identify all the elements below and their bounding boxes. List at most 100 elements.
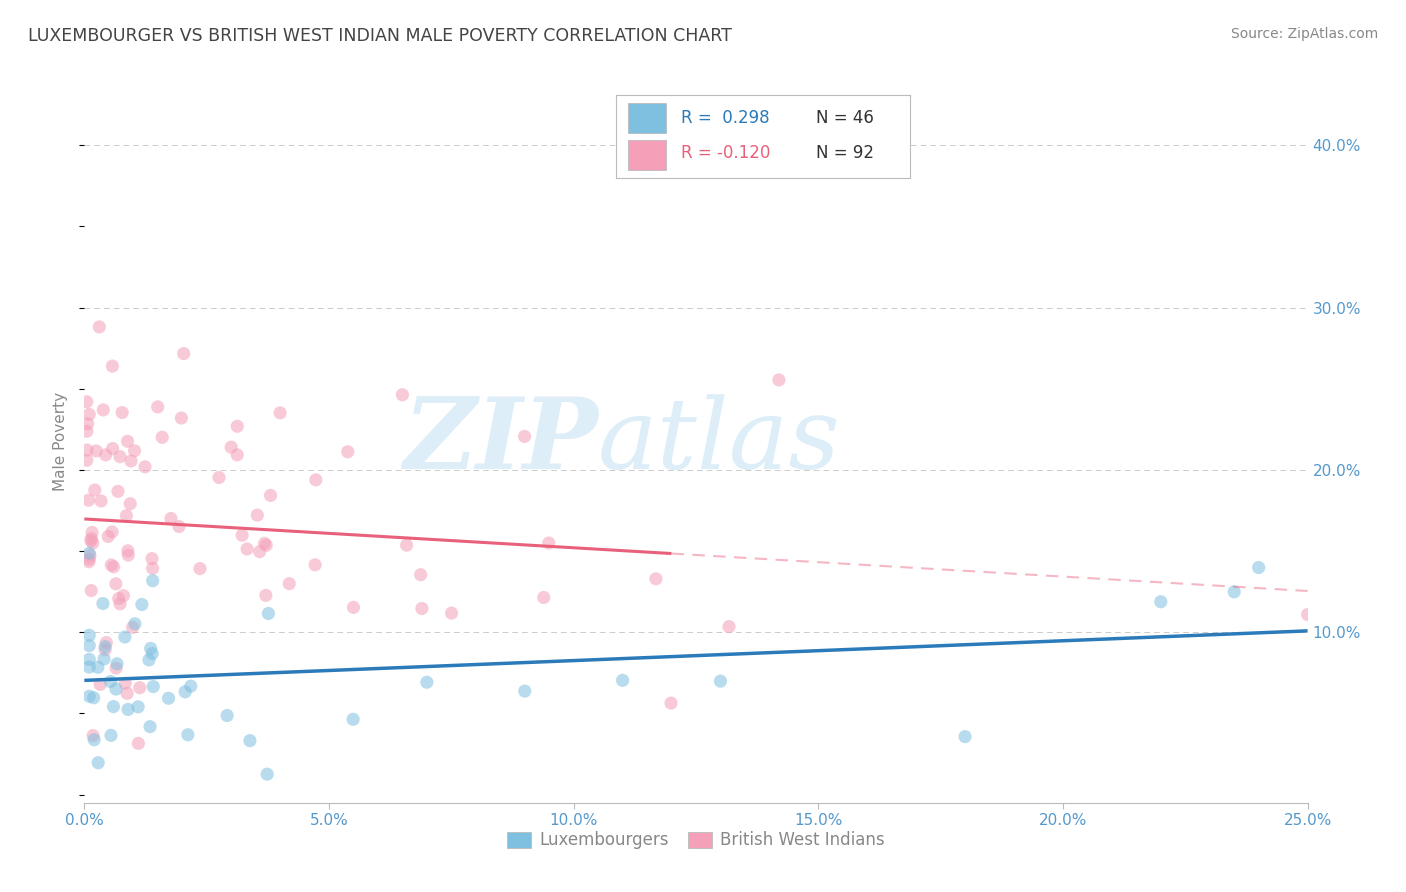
Point <box>76 424 98 438</box>
Point <box>305 473 328 487</box>
Point <box>94 642 117 657</box>
Point <box>249 544 271 558</box>
Point <box>226 448 249 462</box>
Point <box>97 529 120 543</box>
Point <box>157 691 180 706</box>
Point <box>257 607 280 621</box>
Point <box>115 508 138 523</box>
Point <box>141 551 163 566</box>
Point <box>304 558 326 572</box>
Point <box>76 417 98 431</box>
Point <box>87 756 110 770</box>
Point <box>1223 585 1246 599</box>
Point <box>231 528 253 542</box>
Point <box>105 682 128 697</box>
Point <box>107 591 129 606</box>
Point <box>139 720 162 734</box>
Point <box>395 538 418 552</box>
Point <box>100 558 122 572</box>
Point <box>83 483 105 497</box>
Point <box>108 597 131 611</box>
Point <box>141 647 163 661</box>
Point <box>336 444 359 458</box>
Point <box>121 620 143 634</box>
Point <box>82 536 104 550</box>
Point <box>239 733 262 747</box>
Point <box>76 394 98 409</box>
Point <box>114 630 136 644</box>
Point <box>953 730 976 744</box>
Point <box>259 488 281 502</box>
Point <box>170 411 193 425</box>
Point <box>89 677 111 691</box>
Text: LUXEMBOURGER VS BRITISH WEST INDIAN MALE POVERTY CORRELATION CHART: LUXEMBOURGER VS BRITISH WEST INDIAN MALE… <box>28 27 733 45</box>
Point <box>254 538 277 552</box>
Point <box>76 443 98 458</box>
Point <box>513 429 536 443</box>
Point <box>1150 595 1173 609</box>
Point <box>416 675 439 690</box>
Text: atlas: atlas <box>598 394 841 489</box>
Point <box>1247 560 1270 574</box>
Point <box>124 443 146 458</box>
Point <box>77 628 100 642</box>
Point <box>217 708 239 723</box>
Point <box>90 494 112 508</box>
Point <box>188 561 211 575</box>
Point <box>139 641 162 656</box>
Point <box>246 508 269 522</box>
Point <box>77 408 100 422</box>
Point <box>77 660 100 674</box>
Point <box>131 598 153 612</box>
Point <box>107 484 129 499</box>
Point <box>103 559 125 574</box>
Point <box>124 616 146 631</box>
Point <box>77 546 100 560</box>
Point <box>142 561 165 575</box>
Point <box>79 552 101 566</box>
Point <box>104 576 127 591</box>
Point <box>177 728 200 742</box>
Point <box>513 684 536 698</box>
Point <box>120 454 142 468</box>
Point <box>226 419 249 434</box>
Point <box>256 767 278 781</box>
Point <box>128 681 150 695</box>
Point <box>101 524 124 539</box>
Point <box>127 699 149 714</box>
Point <box>77 555 100 569</box>
Point <box>115 686 138 700</box>
Point <box>342 712 364 726</box>
Point <box>105 657 128 671</box>
Point <box>645 572 668 586</box>
Point <box>103 699 125 714</box>
Point <box>134 459 156 474</box>
Point <box>391 388 413 402</box>
Point <box>87 660 110 674</box>
Point <box>180 679 202 693</box>
Point <box>77 639 100 653</box>
Point <box>94 640 117 654</box>
Point <box>659 696 682 710</box>
Point <box>768 373 790 387</box>
Point <box>77 493 100 508</box>
Point <box>83 732 105 747</box>
Point <box>82 525 104 540</box>
Point <box>174 685 197 699</box>
Point <box>114 676 136 690</box>
Point <box>142 680 165 694</box>
Point <box>89 320 111 334</box>
Point <box>411 601 433 615</box>
Point <box>101 442 124 456</box>
Point <box>91 597 114 611</box>
Point <box>440 606 463 620</box>
Point <box>138 653 160 667</box>
Point <box>117 544 139 558</box>
Point <box>100 728 122 742</box>
Point <box>278 576 301 591</box>
Point <box>146 400 169 414</box>
Point <box>100 674 122 689</box>
Point <box>1296 607 1319 622</box>
Point <box>82 729 104 743</box>
Text: ZIP: ZIP <box>404 393 598 490</box>
